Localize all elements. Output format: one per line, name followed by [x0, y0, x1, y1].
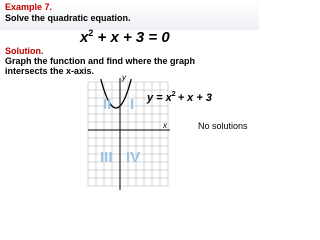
equation: x2 + x + 3 = 0 — [80, 28, 170, 46]
instruction: Solve the quadratic equation. — [5, 13, 131, 23]
solution-label: Solution. — [5, 46, 44, 56]
quadrant-label: IV — [126, 149, 140, 166]
eq-exponent: 2 — [88, 28, 94, 38]
slide: Example 7. Solve the quadratic equation.… — [0, 0, 259, 190]
solution-text: intersects the x-axis. — [5, 66, 95, 76]
solution-text: Graph the function and find where the gr… — [5, 56, 196, 66]
x-axis-label: x — [162, 121, 168, 130]
eq-base: x — [80, 29, 89, 46]
result: No solutions — [198, 121, 248, 131]
quadrant-label: II — [103, 96, 111, 113]
eq-rest: + x + 3 = 0 — [97, 29, 170, 46]
function-label: y = x2 + x + 3 — [146, 91, 212, 104]
fn-rest: + x + 3 — [178, 92, 212, 104]
fn-lhs: y = x — [146, 92, 173, 104]
parabola — [100, 78, 132, 109]
example-label: Example 7. — [5, 2, 53, 12]
quadrant-labels: I II III IV — [100, 96, 140, 166]
quadrant-label: I — [130, 96, 134, 113]
y-axis-label: y — [121, 73, 127, 82]
fn-exponent: 2 — [172, 91, 176, 98]
graph: x y I II III IV y = x2 + x + 3 — [87, 73, 212, 190]
quadrant-label: III — [100, 149, 113, 166]
header-band — [0, 0, 259, 30]
